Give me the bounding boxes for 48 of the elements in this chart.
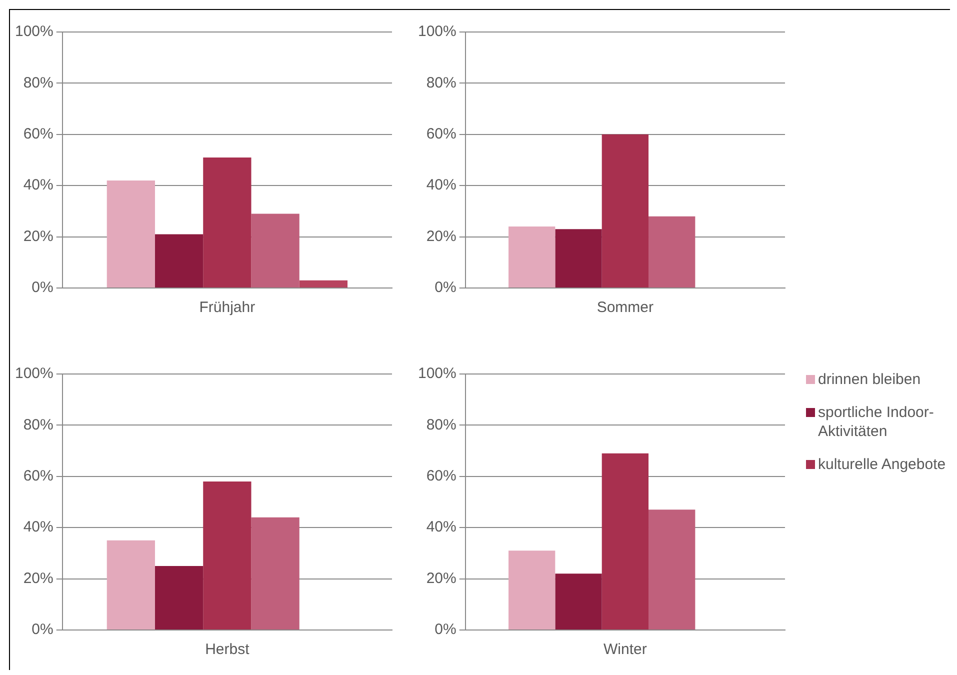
bar: [203, 157, 252, 288]
legend-label: sportliche Indoor-Aktivitäten: [818, 403, 935, 441]
y-tick-label: 100%: [418, 365, 456, 382]
y-tick-label: 20%: [426, 570, 456, 587]
y-tick-label: 80%: [23, 416, 54, 434]
bar: [154, 566, 204, 630]
legend-label: drinnen bleiben: [818, 370, 921, 389]
y-tick-label: 80%: [426, 74, 456, 92]
y-tick-label: 20%: [426, 228, 456, 245]
y-tick-label: 60%: [23, 468, 54, 485]
bar: [299, 280, 348, 288]
y-tick-label: 60%: [426, 126, 456, 143]
y-tick-label: 80%: [23, 74, 54, 92]
bar: [648, 510, 696, 630]
y-tick-label: 40%: [426, 518, 456, 536]
bar: [648, 216, 696, 288]
bar: [602, 453, 649, 630]
y-tick-label: 20%: [23, 228, 54, 245]
legend-label: kulturelle Angebote: [818, 455, 946, 474]
bar: [154, 234, 204, 288]
y-tick-label: 0%: [32, 279, 54, 296]
bar: [508, 550, 556, 630]
x-tick-label: Sommer: [596, 299, 654, 316]
bar: [602, 134, 649, 288]
bar: [251, 214, 300, 288]
y-tick-label: 0%: [434, 279, 456, 296]
bar: [508, 226, 556, 288]
bar: [106, 180, 155, 288]
bar: [106, 540, 155, 630]
y-tick-label: 100%: [418, 23, 456, 40]
y-tick-label: 40%: [23, 176, 54, 194]
y-tick-label: 0%: [434, 621, 456, 638]
y-tick-label: 40%: [426, 176, 456, 194]
y-tick-label: 60%: [23, 126, 54, 143]
y-tick-label: 60%: [426, 468, 456, 485]
y-tick-label: 40%: [23, 518, 54, 536]
bar: [203, 482, 252, 630]
bar: [555, 574, 602, 630]
x-tick-label: Frühjahr: [199, 299, 256, 316]
y-tick-label: 100%: [14, 23, 54, 40]
x-tick-label: Herbst: [205, 641, 250, 658]
y-tick-label: 20%: [23, 570, 54, 587]
y-tick-label: 100%: [14, 365, 54, 382]
x-tick-label: Winter: [604, 641, 647, 658]
bar: [251, 517, 300, 630]
bar: [555, 229, 602, 288]
y-tick-label: 0%: [32, 621, 54, 638]
y-tick-label: 80%: [426, 416, 456, 434]
